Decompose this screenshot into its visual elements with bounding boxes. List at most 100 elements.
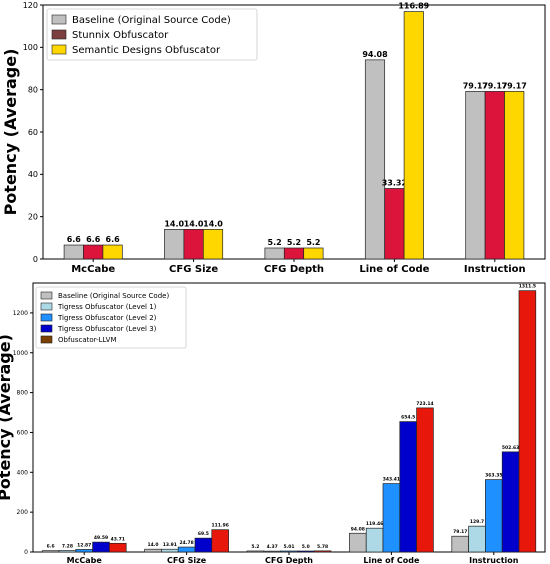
data-label: 4.37 [267, 544, 278, 550]
legend-swatch [51, 14, 67, 25]
legend-label: Tigress Obfuscator (Level 2) [57, 314, 157, 322]
data-label: 49.59 [94, 535, 108, 541]
data-label: 94.08 [351, 526, 365, 532]
bar [264, 247, 285, 260]
bar [63, 244, 84, 260]
data-label: 6.6 [86, 235, 101, 244]
y-tick-label: 40 [28, 170, 38, 179]
bar [263, 550, 281, 553]
y-tick-label: 0 [24, 549, 28, 556]
y-tick-label: 1200 [13, 310, 28, 317]
data-label: 5.01 [283, 544, 294, 550]
category-label: CFG Depth [265, 556, 313, 564]
data-label: 14.0 [203, 219, 223, 228]
data-label: 5.2 [306, 238, 320, 247]
y-tick-label: 400 [17, 469, 29, 476]
bar [183, 229, 204, 260]
category-label: McCabe [71, 264, 115, 275]
bar [468, 525, 486, 553]
bar [194, 537, 213, 553]
bar [384, 188, 405, 260]
bar [41, 550, 60, 553]
data-label: 14.0 [147, 542, 158, 548]
data-label: 5.0 [302, 544, 310, 550]
bar [83, 244, 104, 260]
data-label: 5.78 [317, 544, 328, 550]
legend-label: Semantic Designs Obfuscator [72, 45, 221, 56]
bar [177, 546, 196, 553]
category-label: Line of Code [363, 556, 420, 564]
data-label: 129.7 [470, 519, 484, 525]
data-label: 79.17 [453, 529, 467, 535]
y-tick-label: 0 [33, 255, 38, 264]
category-label: Line of Code [359, 264, 429, 275]
legend-swatch [40, 291, 53, 300]
data-label: 69.5 [198, 531, 209, 537]
data-label: 6.6 [67, 235, 82, 244]
data-label: 5.2 [251, 544, 259, 550]
bar [485, 479, 503, 553]
data-label: 1311.5 [519, 284, 536, 290]
legend-label: Baseline (Original Source Code) [72, 15, 231, 26]
data-label: 363.35 [485, 473, 502, 479]
data-label: 14.0 [164, 219, 184, 228]
data-label: 723.14 [416, 401, 433, 407]
y-tick-label: 600 [17, 430, 29, 437]
data-label: 12.87 [77, 542, 91, 548]
legend-swatch [51, 44, 67, 55]
data-label: 79.17 [463, 81, 488, 90]
bar [75, 549, 93, 553]
data-label: 119.46 [366, 521, 383, 527]
bar [211, 529, 229, 553]
legend-swatch [40, 335, 53, 344]
bar [161, 548, 179, 553]
bar [283, 247, 305, 260]
data-label: 43.71 [111, 536, 125, 542]
category-label: McCabe [67, 556, 103, 564]
data-label: 343.41 [383, 477, 400, 483]
bar [202, 229, 224, 260]
y-tick-label: 100 [23, 43, 38, 52]
legend-label: Tigress Obfuscator (Level 3) [57, 325, 157, 333]
category-label: CFG Size [169, 264, 218, 275]
bar [518, 290, 537, 553]
bar [416, 407, 434, 553]
legend-swatch [40, 302, 53, 311]
data-label: 502.63 [502, 445, 519, 451]
category-label: CFG Depth [264, 264, 324, 275]
bar [349, 532, 367, 553]
bar [313, 550, 332, 553]
bar [501, 451, 520, 553]
legend [46, 8, 258, 61]
y-tick-label: 120 [23, 1, 38, 10]
data-label: 6.6 [47, 544, 55, 550]
data-label: 13.91 [163, 542, 177, 548]
bar [399, 421, 417, 553]
bar [164, 229, 185, 260]
bar [465, 91, 486, 260]
bar [297, 550, 315, 553]
y-tick-label: 20 [28, 212, 38, 221]
bar [382, 483, 401, 553]
category-label: Instruction [469, 556, 519, 564]
bar [102, 244, 123, 260]
bar [451, 535, 469, 553]
legend-label: Tigress Obfuscator (Level 1) [57, 303, 157, 311]
data-label: 24.78 [179, 540, 193, 546]
chart-panel-1: 0 20 40 60 80 100 120 Potency (Average) McCabe 6.… [1, 1, 546, 275]
bar [364, 59, 386, 260]
bar [280, 550, 298, 553]
chart-panel-2: 0 200 400 600 800 1000 1200 Potency (Average) Mc… [0, 282, 546, 564]
data-label: 5.2 [268, 238, 282, 247]
bar [144, 548, 162, 553]
bar [365, 527, 384, 553]
data-label: 94.08 [362, 50, 388, 59]
legend-label: Obfuscator-LLVM [58, 336, 116, 344]
data-label: 5.2 [287, 238, 301, 247]
data-label: 79.17 [502, 81, 527, 90]
data-label: 116.89 [398, 2, 429, 11]
data-label: 79.17 [482, 81, 507, 90]
bar [403, 11, 424, 260]
bar [484, 91, 505, 260]
